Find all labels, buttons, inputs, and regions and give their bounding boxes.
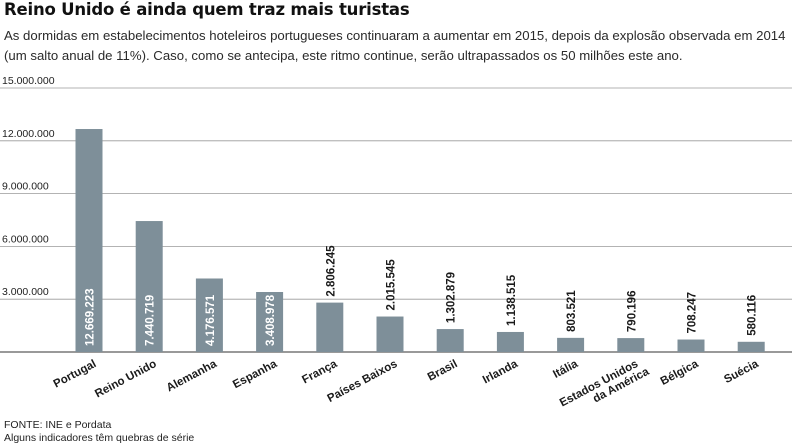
bar — [75, 129, 103, 352]
bar-value-label: 803.521 — [566, 290, 578, 332]
series-break-note: Alguns indicadores têm quebras de série — [4, 432, 195, 444]
x-tick-label: Espanha — [231, 358, 279, 391]
bar — [376, 316, 404, 352]
bars — [75, 129, 765, 352]
bar — [135, 221, 163, 352]
bar-value-label: 2.806.245 — [325, 245, 337, 297]
source-text: FONTE: INE e Pordata — [4, 419, 112, 431]
bar — [617, 338, 645, 352]
bar — [496, 331, 524, 352]
bar-value-label: 790.196 — [626, 291, 638, 333]
x-tick-label: Alemanha — [165, 358, 220, 395]
chart-subtitle: As dormidas em estabelecimentos hoteleir… — [4, 28, 786, 63]
x-tick-label: França — [300, 358, 339, 387]
bar-value-label: 1.138.515 — [506, 274, 518, 326]
y-tick-label: 15.000.000 — [2, 75, 55, 87]
y-tick-label: 3.000.000 — [2, 286, 49, 298]
bar — [256, 292, 284, 352]
bar — [557, 337, 585, 352]
chart-title: Reino Unido é ainda quem traz mais turis… — [4, 0, 410, 19]
x-tick-label: Irlanda — [481, 358, 520, 387]
grid-lines: 3.000.000 6.000.000 9.000.000 12.000.000 15.… — [0, 75, 792, 353]
value-labels: 12.669.223 7.440.719 4.176.571 3.408.978 2.8… — [85, 245, 759, 346]
source-note: FONTE: INE e Pordata Alguns indicadores … — [4, 419, 194, 445]
bar — [436, 329, 464, 352]
bar — [737, 341, 765, 352]
bar-value-label: 2.015.545 — [386, 259, 398, 311]
bar-value-label: 580.116 — [747, 295, 759, 336]
x-tick-label: Reino Unido — [93, 358, 158, 400]
bar — [316, 302, 344, 352]
x-tick-label: Itália — [551, 358, 580, 381]
bar — [677, 339, 705, 352]
bar — [195, 278, 223, 352]
x-tick-label: Brasil — [426, 358, 460, 384]
y-tick-label: 12.000.000 — [2, 128, 55, 140]
bar-value-label: 7.440.719 — [145, 295, 157, 346]
y-tick-label: 9.000.000 — [2, 181, 49, 193]
x-tick-label: Bélgica — [659, 358, 701, 388]
bar-chart: 3.000.000 6.000.000 9.000.000 12.000.000 15.… — [0, 75, 792, 410]
bar-value-label: 708.247 — [687, 292, 699, 334]
x-tick-label: Suécia — [722, 358, 761, 386]
bar-value-label: 3.408.978 — [265, 294, 277, 346]
x-tick-label: Portugal — [52, 358, 99, 390]
bar-value-label: 12.669.223 — [85, 288, 97, 346]
y-tick-label: 6.000.000 — [2, 233, 49, 245]
bar-value-label: 4.176.571 — [205, 294, 217, 346]
bar-value-label: 1.302.879 — [446, 272, 458, 323]
